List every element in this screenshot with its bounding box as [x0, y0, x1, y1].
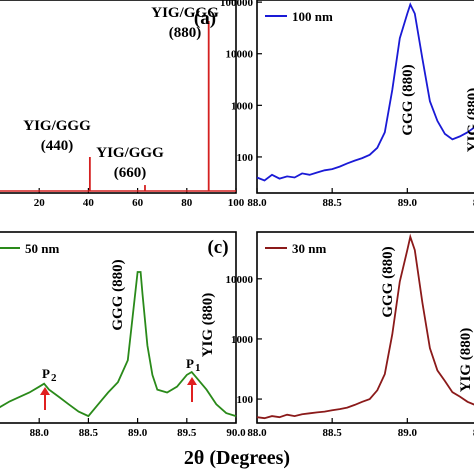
panel-a-annotation-index: (440)	[41, 138, 74, 154]
panel-a-xtick-label: 40	[83, 197, 95, 209]
panel-a-annotation-index: (660)	[114, 165, 147, 181]
panel-d-frame	[256, 231, 474, 424]
panel-a-xtick-label: 100	[228, 197, 245, 209]
panel-c-p1-arrowhead	[187, 377, 197, 385]
panel-b-ytick-label: 1000	[231, 100, 254, 112]
panel-b-series-line	[256, 2, 474, 182]
panel-b-ytick-label: 100000	[220, 0, 254, 9]
panel-c-legend-label: 50 nm	[25, 241, 59, 256]
panel-d-annotation-yig: YIG (880)	[458, 328, 474, 393]
panel-d-ytick-label: 10000	[226, 274, 254, 286]
panel-c-xtick-label: 88.0	[30, 427, 50, 439]
x-axis-title: 2θ (Degrees)	[184, 447, 290, 469]
panel-b-ytick-label: 10000	[226, 49, 254, 61]
panel-b-ytick-label: 100	[237, 152, 254, 164]
panel-d-xtick-label: 88.5	[323, 427, 343, 439]
panel-c-frame	[0, 231, 237, 424]
panel-b-xtick-label: 88.5	[323, 197, 343, 209]
panel-d-annotation-ggg: GGG (880)	[380, 246, 396, 317]
panel-b-legend-label: 100 nm	[292, 9, 333, 24]
panel-a-xtick-label: 60	[132, 197, 144, 209]
panel-c-p1-letter: P	[186, 356, 194, 371]
panel-a-frame	[0, 0, 237, 194]
panel-c-label: (c)	[207, 237, 228, 258]
panel-a-xtick-label: 20	[34, 197, 46, 209]
panel-d-xtick-label: 88.0	[247, 427, 267, 439]
panel-d-xtick-label: 89.0	[398, 427, 418, 439]
panel-b-frame	[256, 0, 474, 194]
panel-b-annotation-yig: YIG (880)	[465, 88, 474, 153]
panel-b-xtick-label: 88.0	[247, 197, 267, 209]
panel-c-p1-subscript: 1	[195, 362, 201, 374]
panel-b-annotation-ggg: GGG (880)	[400, 64, 416, 135]
panel-a-xtick-label: 80	[181, 197, 193, 209]
panel-b-xtick-label: 89.0	[398, 197, 418, 209]
panel-d-ytick-label: 100	[237, 394, 254, 406]
panel-c-p2-arrowhead	[40, 387, 50, 395]
panel-d-xtick-label: 89.5	[473, 427, 474, 439]
panel-c-annotation-ggg: GGG (880)	[110, 259, 126, 330]
panel-d-series-line	[256, 233, 474, 420]
panel-b-xtick-label: 89.5	[473, 197, 474, 209]
panel-c-series-line	[0, 271, 237, 418]
panel-c-annotation-yig: YIG (880)	[200, 293, 216, 358]
panel-c-p2-letter: P	[42, 366, 50, 381]
panel-a-annotation-label: YIG/GGG	[151, 5, 219, 21]
panel-a-annotation-index: (880)	[169, 25, 202, 41]
panel-c-xtick-label: 89.0	[128, 427, 148, 439]
panel-a-annotation-label: YIG/GGG	[23, 118, 91, 134]
panel-c-p2-subscript: 2	[51, 372, 57, 384]
panel-d-ytick-label: 1000	[231, 334, 254, 346]
panel-d-legend-label: 30 nm	[292, 241, 326, 256]
panel-a-annotation-label: YIG/GGG	[96, 145, 164, 161]
panel-c-xtick-label: 88.5	[79, 427, 99, 439]
panel-c-xtick-label: 89.5	[177, 427, 197, 439]
panel-c-xtick-label: 90.0	[226, 427, 246, 439]
panel-a-label: (a)	[194, 8, 216, 29]
